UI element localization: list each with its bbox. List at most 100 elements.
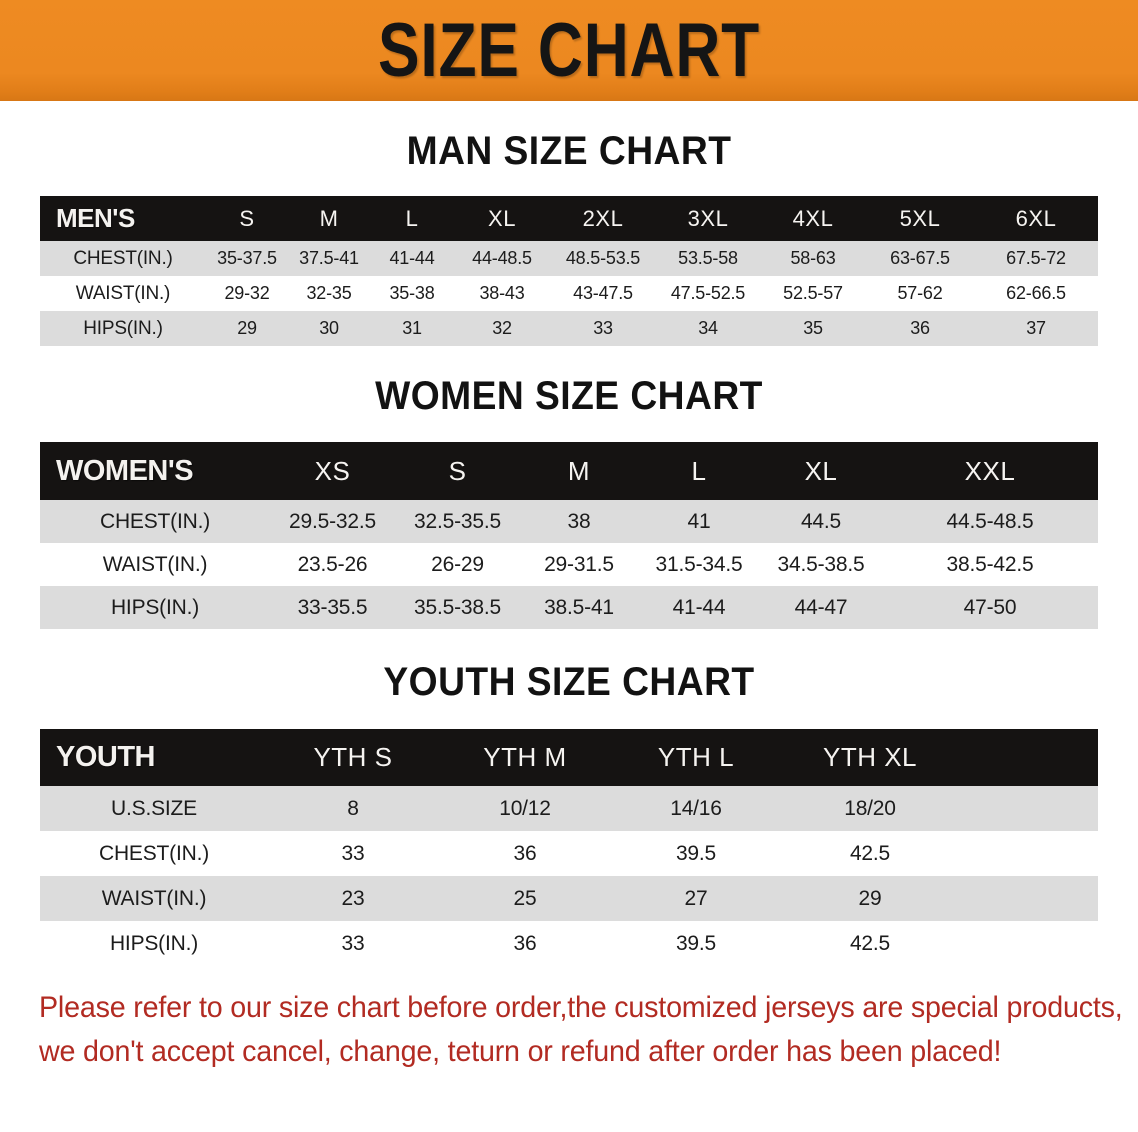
men-waist-6xl: 62-66.5 [1006, 283, 1066, 303]
youth-chest-s: 33 [341, 841, 365, 865]
youth-waist-xl: 29 [858, 886, 882, 910]
youth-table-header-row: YOUTH YTH S YTH M YTH L YTH XL [40, 729, 1098, 786]
youth-row-spacer [960, 831, 1098, 876]
youth-size-header-xl: YTH XL [822, 742, 918, 772]
women-row-label-chest: CHEST(IN.) [100, 509, 210, 533]
women-waist-xl: 34.5-38.5 [777, 552, 865, 576]
women-chest-xl: 44.5 [800, 509, 842, 533]
youth-category-label: YOUTH [56, 741, 156, 773]
men-size-header-6xl: 6XL [1015, 205, 1057, 231]
men-chest-m: 37.5-41 [299, 248, 359, 268]
women-hips-m: 38.5-41 [544, 595, 614, 619]
table-row: CHEST(IN.) 29.5-32.5 32.5-35.5 38 41 44.… [40, 500, 1098, 543]
men-hips-m: 30 [319, 318, 339, 338]
women-waist-l: 31.5-34.5 [655, 552, 743, 576]
women-size-header-l: L [691, 455, 707, 486]
women-section-title: WOMEN SIZE CHART [375, 374, 763, 418]
page-title: SIZE CHART [377, 7, 761, 93]
youth-row-spacer [960, 786, 1098, 831]
youth-size-table: YOUTH YTH S YTH M YTH L YTH XL U.S.SIZE … [40, 729, 1098, 966]
table-row: CHEST(IN.) 33 36 39.5 42.5 [40, 831, 1098, 876]
youth-us-size-s: 8 [347, 796, 359, 820]
youth-row-spacer [960, 921, 1098, 966]
men-hips-l: 31 [402, 318, 422, 338]
table-row: WAIST(IN.) 29-32 32-35 35-38 38-43 43-47… [40, 276, 1098, 311]
men-chest-xl: 44-48.5 [472, 248, 532, 268]
men-waist-4xl: 52.5-57 [783, 283, 843, 303]
men-chest-3xl: 53.5-58 [678, 248, 738, 268]
women-hips-xs: 33-35.5 [297, 595, 368, 619]
disclaimer-line-2: we don't accept cancel, change, teturn o… [39, 1035, 1002, 1069]
women-hips-xl: 44-47 [794, 595, 848, 619]
men-chest-4xl: 58-63 [790, 248, 836, 268]
table-row: WAIST(IN.) 23 25 27 29 [40, 876, 1098, 921]
youth-waist-s: 23 [341, 886, 365, 910]
men-hips-2xl: 33 [593, 318, 613, 338]
men-size-header-3xl: 3XL [687, 205, 729, 231]
men-waist-s: 29-32 [224, 283, 270, 303]
men-size-header-s: S [239, 205, 255, 231]
men-chest-s: 35-37.5 [217, 248, 277, 268]
women-chest-xs: 29.5-32.5 [289, 509, 376, 533]
women-chest-m: 38 [567, 509, 591, 533]
men-size-header-m: M [319, 205, 339, 231]
youth-size-header-l: YTH L [657, 742, 735, 772]
men-chest-l: 41-44 [389, 248, 435, 268]
youth-hips-s: 33 [341, 931, 365, 955]
women-size-table-wrapper: WOMEN'S XS S M L XL XXL CHEST(IN.) 29.5-… [40, 442, 1098, 629]
women-waist-xs: 23.5-26 [297, 552, 368, 576]
youth-size-table-wrapper: YOUTH YTH S YTH M YTH L YTH XL U.S.SIZE … [40, 729, 1098, 966]
youth-size-header-s: YTH S [313, 742, 393, 772]
men-hips-5xl: 36 [910, 318, 930, 338]
youth-section-title: YOUTH SIZE CHART [383, 660, 755, 704]
youth-size-header-m: YTH M [483, 742, 567, 772]
women-chest-xxl: 44.5-48.5 [946, 509, 1034, 533]
men-waist-l: 35-38 [389, 283, 435, 303]
women-size-header-xs: XS [314, 455, 351, 486]
youth-chest-m: 36 [513, 841, 537, 865]
youth-us-size-m: 10/12 [499, 796, 551, 820]
men-waist-m: 32-35 [306, 283, 352, 303]
women-hips-xxl: 47-50 [963, 595, 1017, 619]
youth-chest-xl: 42.5 [849, 841, 891, 865]
men-hips-3xl: 34 [698, 318, 718, 338]
women-chest-l: 41 [687, 509, 711, 533]
men-chest-6xl: 67.5-72 [1006, 248, 1066, 268]
men-hips-6xl: 37 [1026, 318, 1046, 338]
men-size-table: MEN'S S M L XL 2XL 3XL 4XL 5XL 6XL CHEST… [40, 196, 1098, 346]
table-row: HIPS(IN.) 29 30 31 32 33 34 35 36 37 [40, 311, 1098, 346]
youth-waist-l: 27 [684, 886, 708, 910]
youth-row-label-chest: CHEST(IN.) [99, 841, 209, 865]
table-row: U.S.SIZE 8 10/12 14/16 18/20 [40, 786, 1098, 831]
table-row: WAIST(IN.) 23.5-26 26-29 29-31.5 31.5-34… [40, 543, 1098, 586]
women-waist-m: 29-31.5 [544, 552, 614, 576]
men-row-label-waist: WAIST(IN.) [75, 282, 171, 304]
men-waist-5xl: 57-62 [897, 283, 943, 303]
table-row: HIPS(IN.) 33-35.5 35.5-38.5 38.5-41 41-4… [40, 586, 1098, 629]
men-category-label: MEN'S [56, 203, 135, 233]
women-category-label: WOMEN'S [56, 454, 194, 487]
men-hips-xl: 32 [492, 318, 512, 338]
men-size-header-xl: XL [488, 205, 516, 231]
youth-hips-m: 36 [513, 931, 537, 955]
youth-hips-xl: 42.5 [849, 931, 891, 955]
women-hips-l: 41-44 [672, 595, 726, 619]
men-table-header-row: MEN'S S M L XL 2XL 3XL 4XL 5XL 6XL [40, 196, 1098, 241]
men-size-header-l: L [405, 205, 419, 231]
youth-row-label-hips: HIPS(IN.) [109, 931, 199, 955]
men-row-label-chest: CHEST(IN.) [73, 247, 173, 269]
women-size-table: WOMEN'S XS S M L XL XXL CHEST(IN.) 29.5-… [40, 442, 1098, 629]
men-row-label-hips: HIPS(IN.) [83, 317, 163, 339]
men-chest-5xl: 63-67.5 [890, 248, 950, 268]
youth-row-label-waist: WAIST(IN.) [101, 886, 207, 910]
women-table-header-row: WOMEN'S XS S M L XL XXL [40, 442, 1098, 500]
women-waist-s: 26-29 [431, 552, 484, 576]
men-size-header-4xl: 4XL [792, 205, 834, 231]
men-size-header-2xl: 2XL [582, 205, 624, 231]
table-row: HIPS(IN.) 33 36 39.5 42.5 [40, 921, 1098, 966]
man-section-title: MAN SIZE CHART [406, 129, 732, 173]
men-size-table-wrapper: MEN'S S M L XL 2XL 3XL 4XL 5XL 6XL CHEST… [40, 196, 1098, 346]
youth-us-size-l: 14/16 [670, 796, 722, 820]
women-chest-s: 32.5-35.5 [414, 509, 501, 533]
women-size-header-xxl: XXL [964, 455, 1016, 486]
